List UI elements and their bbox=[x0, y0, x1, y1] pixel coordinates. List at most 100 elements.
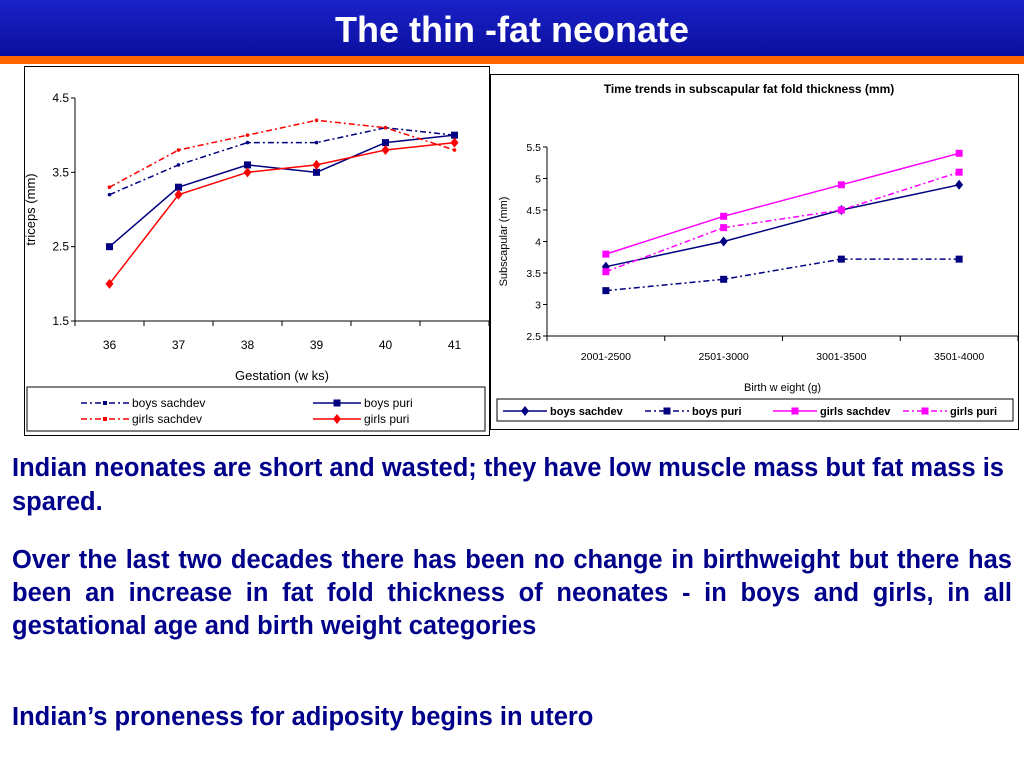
data-point bbox=[955, 255, 963, 263]
legend-label: boys sachdev bbox=[132, 396, 205, 410]
data-point bbox=[176, 163, 181, 167]
data-point bbox=[382, 139, 389, 147]
data-point bbox=[107, 192, 112, 197]
data-point bbox=[451, 131, 458, 139]
legend-swatch-marker bbox=[333, 414, 341, 424]
y-tick-label: 1.5 bbox=[52, 314, 69, 328]
legend-swatch-marker bbox=[333, 399, 341, 407]
data-point bbox=[450, 137, 459, 148]
data-point bbox=[602, 250, 610, 258]
legend-label: boys puri bbox=[364, 396, 413, 410]
x-axis-title: Gestation (w ks) bbox=[235, 368, 329, 383]
series-line bbox=[605, 171, 960, 273]
y-tick-label: 4.5 bbox=[526, 205, 541, 217]
data-point bbox=[175, 183, 182, 191]
x-tick-label: 40 bbox=[379, 338, 393, 352]
legend-swatch-marker bbox=[921, 407, 929, 415]
data-point bbox=[106, 243, 113, 251]
y-tick-label: 3.5 bbox=[526, 268, 541, 280]
triceps-chart-series bbox=[105, 118, 459, 289]
data-point bbox=[314, 118, 319, 123]
data-point bbox=[107, 185, 112, 189]
data-point bbox=[312, 159, 321, 170]
data-point bbox=[383, 125, 388, 130]
legend-label: girls puri bbox=[364, 412, 409, 426]
data-point bbox=[602, 268, 610, 276]
page-title: The thin -fat neonate bbox=[335, 9, 689, 50]
series-line bbox=[109, 126, 455, 196]
legend-label: girls sachdev bbox=[132, 412, 202, 426]
data-point bbox=[243, 167, 252, 178]
subscapular-chart-series bbox=[601, 149, 964, 295]
accent-rule bbox=[0, 56, 1024, 64]
subscapular-chart-frame: Time trends in subscapular fat fold thic… bbox=[490, 74, 1019, 430]
x-axis-title: Birth w eight (g) bbox=[744, 382, 821, 394]
series-line bbox=[109, 134, 455, 248]
x-tick-label: 3001-3500 bbox=[816, 351, 866, 363]
y-axis-title: triceps (mm) bbox=[25, 173, 38, 245]
data-point bbox=[720, 212, 728, 220]
subscapular-chart-legend bbox=[496, 398, 1014, 422]
data-point bbox=[381, 145, 390, 156]
legend-swatch-marker bbox=[521, 406, 529, 416]
data-point bbox=[955, 168, 963, 176]
x-tick-label: 3501-4000 bbox=[934, 351, 984, 363]
data-point bbox=[176, 148, 181, 152]
triceps-chart-axes bbox=[71, 97, 490, 326]
subscapular-chart-title: Time trends in subscapular fat fold thic… bbox=[604, 82, 895, 96]
data-point bbox=[245, 133, 250, 137]
data-point bbox=[720, 224, 728, 232]
legend-swatch-marker bbox=[103, 401, 107, 405]
x-tick-label: 41 bbox=[448, 338, 462, 352]
legend-label: girls puri bbox=[950, 406, 997, 418]
legend-swatch-marker bbox=[791, 407, 799, 415]
data-point bbox=[720, 275, 728, 283]
y-tick-label: 3 bbox=[535, 300, 541, 312]
data-point bbox=[837, 181, 845, 189]
series-line bbox=[109, 119, 455, 188]
x-tick-label: 2501-3000 bbox=[699, 351, 749, 363]
triceps-chart-legend bbox=[26, 386, 486, 432]
y-axis-title: Subscapular (mm) bbox=[498, 197, 510, 287]
data-point bbox=[245, 140, 250, 145]
series-line bbox=[108, 141, 455, 285]
y-tick-label: 2.5 bbox=[52, 240, 69, 254]
body-paragraph-2: Over the last two decades there has been… bbox=[12, 546, 1012, 640]
x-tick-label: 39 bbox=[310, 338, 324, 352]
data-point bbox=[955, 179, 964, 190]
triceps-chart-legend-entries: boys sachdev boys puri girls sachdev girls … bbox=[81, 396, 413, 426]
data-point bbox=[837, 206, 845, 214]
x-tick-label: 37 bbox=[172, 338, 186, 352]
triceps-chart-labels: 1.5 2.5 3.5 4.5 36 37 38 39 40 41 Gestation (w ks)… bbox=[23, 91, 462, 383]
series-line bbox=[605, 152, 960, 255]
x-tick-label: 2001-2500 bbox=[581, 351, 631, 363]
data-point bbox=[313, 168, 320, 176]
triceps-chart-frame: 1.5 2.5 3.5 4.5 36 37 38 39 40 41 Gestation (w ks)… bbox=[23, 66, 490, 436]
data-point bbox=[955, 149, 963, 157]
legend-label: girls sachdev bbox=[820, 406, 891, 418]
y-tick-label: 4.5 bbox=[52, 91, 69, 105]
data-point bbox=[452, 148, 457, 152]
x-tick-label: 36 bbox=[103, 338, 117, 352]
data-point bbox=[244, 161, 251, 169]
title-bar bbox=[0, 0, 1024, 56]
triceps-chart: 1.5 2.5 3.5 4.5 36 37 38 39 40 41 Gestation (w ks)… bbox=[23, 91, 490, 432]
data-point bbox=[314, 140, 319, 145]
body-paragraph-3: Indian’s proneness for adiposity begins … bbox=[12, 703, 594, 731]
subscapular-chart-legend-entries: boys sachdev boys puri girls sachdev girls … bbox=[503, 406, 997, 418]
legend-label: boys sachdev bbox=[550, 406, 624, 418]
y-tick-label: 5.5 bbox=[526, 142, 541, 154]
data-point bbox=[174, 189, 183, 200]
data-point bbox=[837, 255, 845, 263]
series-line bbox=[605, 258, 960, 292]
subscapular-chart-labels: 2.5 3 3.5 4 4.5 5 5.5 2001-2500 2501-3000 3001-35… bbox=[498, 142, 984, 394]
data-point bbox=[105, 278, 114, 289]
legend-swatch-marker bbox=[663, 407, 671, 415]
subscapular-chart: Time trends in subscapular fat fold thic… bbox=[496, 82, 1019, 422]
data-point bbox=[602, 287, 610, 295]
data-point bbox=[601, 261, 610, 272]
body-paragraph-1: Indian neonates are short and wasted; th… bbox=[12, 454, 1004, 516]
legend-swatch-marker bbox=[103, 417, 107, 421]
y-tick-label: 2.5 bbox=[526, 331, 541, 343]
data-point bbox=[719, 236, 728, 247]
